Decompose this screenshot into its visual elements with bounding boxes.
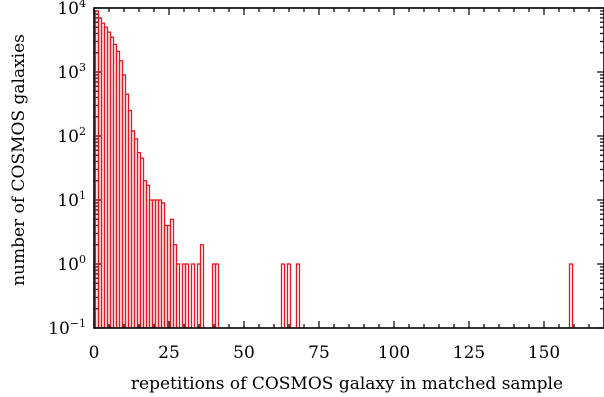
- histogram-bin: [295, 263, 301, 328]
- x-tick-label: 150: [528, 343, 560, 363]
- ticks-layer: 0 25 50 75 100 125 150 10−1 100 101 102 103 104: [48, 0, 604, 363]
- y-tick-label: 10−1: [48, 317, 86, 339]
- histogram-bin: [214, 263, 220, 328]
- y-tick-label: 103: [57, 61, 86, 83]
- histogram-bin: [175, 263, 181, 328]
- plot-frame: [93, 7, 604, 329]
- x-tick-label: 0: [89, 343, 100, 363]
- histogram-bin: [184, 263, 190, 328]
- histogram-bin: [190, 263, 196, 328]
- histogram-bars: [94, 10, 574, 328]
- histogram-bin: [199, 244, 205, 328]
- x-tick-label: 75: [308, 343, 330, 363]
- x-tick-label: 50: [233, 343, 255, 363]
- histogram-bin: [568, 263, 574, 328]
- histogram-bin: [286, 263, 292, 328]
- x-tick-label: 100: [378, 343, 410, 363]
- y-tick-label: 104: [57, 0, 86, 19]
- x-axis-title: repetitions of COSMOS galaxy in matched …: [131, 374, 563, 394]
- y-tick-label: 102: [57, 125, 86, 147]
- x-tick-label: 25: [158, 343, 180, 363]
- x-tick-label: 125: [453, 343, 485, 363]
- y-axis-title: number of COSMOS galaxies: [9, 34, 29, 286]
- y-tick-label: 101: [57, 189, 86, 211]
- y-tick-label: 100: [57, 253, 86, 275]
- histogram-bin: [280, 263, 286, 328]
